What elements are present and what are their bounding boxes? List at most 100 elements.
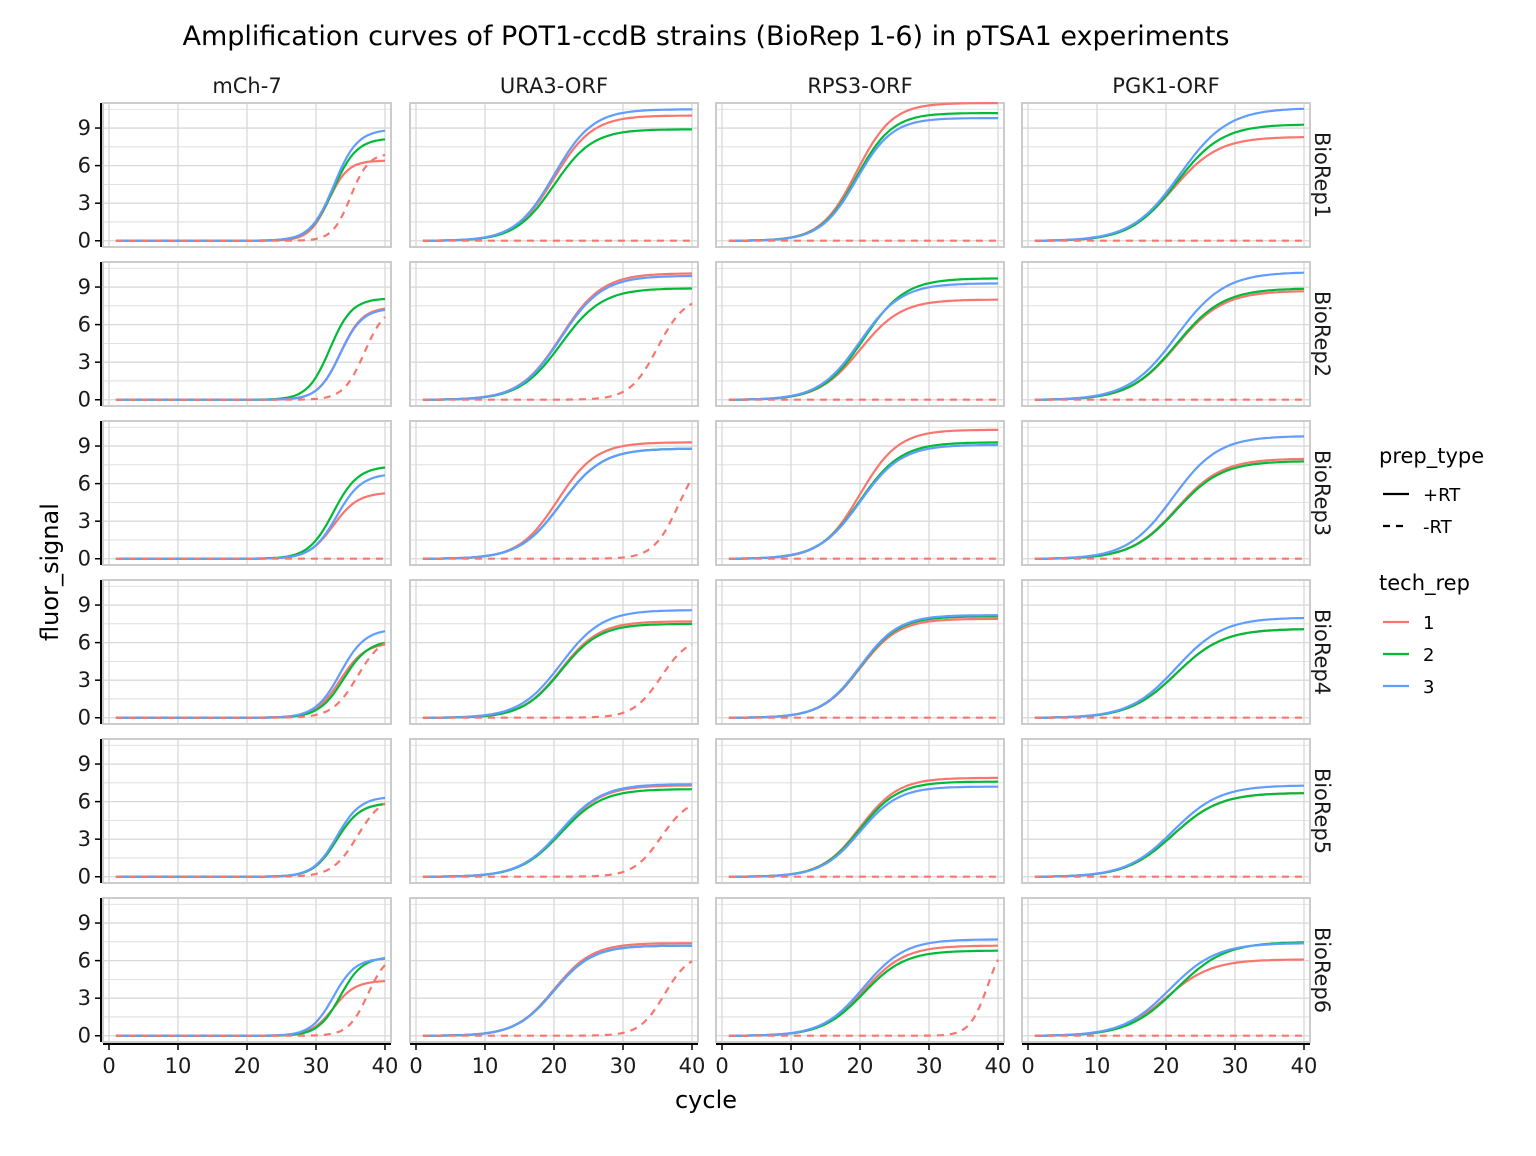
y-axis-label: fluor_signal	[36, 503, 64, 641]
panel-rps3-orf-biorep2	[715, 261, 1005, 407]
panel-pgk1-orf-biorep4	[1021, 579, 1311, 725]
panel-border	[102, 102, 392, 248]
series-line-rep-3-plus-rt	[115, 957, 386, 1037]
panel-ura3-orf-biorep6: 0 10 20 30 40	[409, 897, 706, 1078]
panel-rps3-orf-biorep4	[715, 579, 1005, 725]
panel-ura3-orf-biorep3	[409, 420, 699, 566]
series-line-rep-1-plus-rt	[728, 944, 998, 1037]
panel-border	[409, 420, 699, 566]
panel-border	[1021, 261, 1311, 407]
panel-mch-7-biorep2: 0 3 6 9	[78, 261, 392, 412]
panel-rps3-orf-biorep1	[715, 101, 1005, 248]
panel-mch-7-biorep4: 0 3 6 9	[78, 579, 392, 730]
series-line-rep-2-plus-rt	[115, 957, 386, 1037]
panel-border	[102, 261, 392, 407]
facet-panels: mCh-7 URA3-ORF RPS3-ORF PGK1-ORF BioRep1 BioR…	[78, 74, 1334, 1078]
y-tick-label: 9	[78, 593, 91, 617]
panel-border	[409, 897, 699, 1043]
y-tick-label: 9	[78, 911, 91, 935]
y-tick-label: 6	[78, 313, 91, 337]
x-tick-label: 20	[1153, 1054, 1180, 1078]
series-line-rep-2-plus-rt	[115, 297, 386, 401]
y-tick-label: 9	[78, 434, 91, 458]
series-line-rep-2-plus-rt	[728, 615, 998, 719]
facet-col-label-pgk1-orf: PGK1-ORF	[1112, 74, 1219, 98]
series-line-rep-3-plus-rt	[728, 282, 999, 401]
panel-mch-7-biorep5: 0 3 6 9	[78, 738, 392, 889]
panel-border	[102, 897, 392, 1043]
facet-row-label-biorep3: BioRep3	[1310, 450, 1334, 536]
x-tick-label: 0	[715, 1054, 728, 1078]
series-line-rep-1-plus-rt	[115, 802, 386, 878]
series-line-rep-2-plus-rt	[422, 944, 692, 1037]
y-tick-label: 6	[78, 472, 91, 496]
x-tick-label: 20	[541, 1054, 568, 1078]
panel-border	[1021, 579, 1311, 725]
series-line-rep-1-plus-rt	[728, 101, 998, 242]
x-tick-label: 0	[409, 1054, 422, 1078]
x-tick-label: 10	[472, 1054, 499, 1078]
series-line-rep-2-plus-rt	[422, 622, 693, 719]
series-line-rep-3-plus-rt	[1034, 435, 1305, 560]
series-line-rep-1-minus-rt	[422, 478, 693, 560]
legend-title-tech-rep: tech_rep	[1379, 571, 1470, 596]
y-tick-label: 0	[78, 706, 91, 730]
legend: prep_type +RT -RT tech_rep 1 2 3	[1379, 444, 1484, 698]
panel-pgk1-orf-biorep6: 0 10 20 30 40	[1021, 897, 1317, 1078]
panel-border	[715, 261, 1005, 407]
y-tick-label: 9	[78, 752, 91, 776]
facet-row-label-biorep2: BioRep2	[1310, 291, 1334, 377]
legend-title-prep-type: prep_type	[1379, 444, 1484, 469]
facet-row-label-biorep1: BioRep1	[1310, 132, 1334, 218]
series-line-rep-3-plus-rt	[728, 614, 999, 719]
series-line-rep-2-plus-rt	[115, 138, 386, 242]
x-tick-label: 40	[679, 1054, 706, 1078]
series-line-rep-1-minus-rt	[115, 153, 386, 242]
y-tick-label: 0	[78, 229, 91, 253]
panel-mch-7-biorep6: 0 3 6 9 0 10 20 30 40	[78, 897, 398, 1078]
y-tick-label: 3	[78, 350, 91, 374]
y-tick-label: 3	[78, 509, 91, 533]
series-line-rep-3-plus-rt	[1034, 784, 1304, 878]
panel-border	[1021, 420, 1311, 566]
series-line-rep-1-minus-rt	[422, 804, 693, 878]
y-tick-label: 0	[78, 388, 91, 412]
series-line-rep-1-plus-rt	[422, 942, 692, 1037]
series-line-rep-1-plus-rt	[115, 307, 386, 401]
series-line-rep-3-plus-rt	[422, 609, 693, 719]
series-line-rep-2-plus-rt	[115, 466, 386, 560]
y-tick-label: 3	[78, 986, 91, 1010]
series-line-rep-3-plus-rt	[1034, 942, 1304, 1037]
panel-pgk1-orf-biorep2	[1021, 261, 1311, 407]
chart-title: Amplification curves of POT1-ccdB strain…	[183, 21, 1230, 52]
panel-pgk1-orf-biorep5	[1021, 738, 1311, 884]
series-line-rep-1-plus-rt	[422, 784, 692, 878]
series-line-rep-1-minus-rt	[115, 964, 386, 1037]
series-line-rep-1-minus-rt	[422, 302, 693, 401]
facet-col-label-mch-7: mCh-7	[212, 74, 281, 98]
series-line-rep-1-plus-rt	[115, 643, 386, 719]
panel-border	[102, 579, 392, 725]
x-tick-label: 30	[916, 1054, 943, 1078]
y-tick-label: 9	[78, 275, 91, 299]
facet-col-label-ura3-orf: URA3-ORF	[500, 74, 608, 98]
legend-label-rep-1: 1	[1423, 613, 1434, 634]
series-line-rep-1-minus-rt	[115, 316, 386, 401]
series-line-rep-3-plus-rt	[728, 938, 998, 1037]
series-line-rep-2-plus-rt	[728, 949, 998, 1037]
panel-border	[102, 738, 392, 884]
x-tick-label: 20	[847, 1054, 874, 1078]
x-tick-label: 10	[778, 1054, 805, 1078]
y-tick-label: 0	[78, 547, 91, 571]
panel-border	[1021, 738, 1311, 884]
series-line-rep-3-plus-rt	[728, 443, 999, 560]
series-line-rep-1-plus-rt	[422, 441, 692, 560]
y-tick-label: 6	[78, 631, 91, 655]
series-line-rep-3-plus-rt	[728, 785, 998, 878]
series-line-rep-2-plus-rt	[1034, 460, 1305, 560]
panel-border	[409, 738, 699, 884]
series-line-rep-2-plus-rt	[115, 802, 386, 878]
series-line-rep-1-minus-rt	[115, 642, 386, 719]
panel-border	[715, 102, 1005, 248]
series-line-rep-1-minus-rt	[115, 802, 386, 878]
